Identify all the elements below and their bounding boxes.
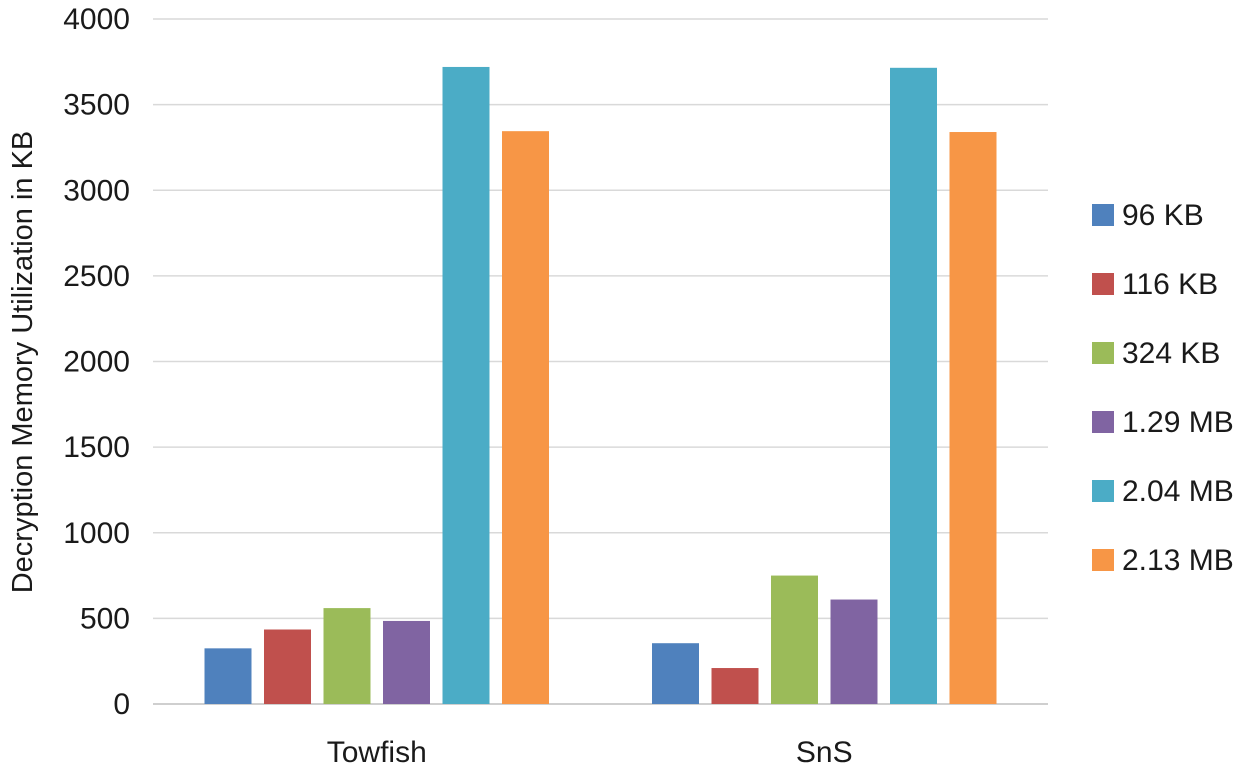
legend-label: 1.29 MB xyxy=(1122,406,1234,439)
y-tick-label: 3000 xyxy=(63,174,130,207)
gridlines xyxy=(153,18,1048,705)
y-tick-label: 3500 xyxy=(63,89,130,122)
x-category-labels: Towfish SnS xyxy=(327,736,853,769)
bar-towfish-2 xyxy=(323,608,371,704)
bar-sns-4 xyxy=(890,67,937,704)
legend-swatch xyxy=(1092,411,1114,433)
bar-sns-1 xyxy=(711,668,759,704)
legend-label: 116 KB xyxy=(1122,268,1218,301)
y-axis-title: Decryption Memory Utilization in KB xyxy=(7,131,39,594)
legend-label: 324 KB xyxy=(1122,337,1220,370)
y-tick-label: 0 xyxy=(113,688,130,721)
bar-towfish-4 xyxy=(442,66,490,704)
bar-sns-0 xyxy=(652,643,699,704)
legend-swatch xyxy=(1092,342,1114,364)
legend-label: 2.04 MB xyxy=(1122,475,1234,508)
bar-towfish-3 xyxy=(383,620,430,704)
bar-towfish-5 xyxy=(502,131,549,704)
legend-swatch xyxy=(1092,273,1114,295)
bars xyxy=(204,66,997,704)
x-category-label: Towfish xyxy=(327,736,427,769)
y-tick-label: 1000 xyxy=(63,517,130,550)
legend: 96 KB 116 KB 324 KB 1.29 MB 2.04 MB 2.13 MB xyxy=(1092,199,1234,577)
bar-sns-3 xyxy=(830,599,878,704)
bar-towfish-1 xyxy=(264,629,311,704)
y-tick-label: 500 xyxy=(80,602,130,635)
y-tick-label: 2500 xyxy=(63,260,130,293)
bar-towfish-0 xyxy=(204,648,252,704)
legend-swatch xyxy=(1092,204,1114,226)
bar-sns-5 xyxy=(949,132,997,704)
legend-swatch xyxy=(1092,480,1114,502)
y-tick-label: 1500 xyxy=(63,431,130,464)
y-tick-label: 4000 xyxy=(63,3,130,36)
legend-label: 2.13 MB xyxy=(1122,544,1234,577)
legend-label: 96 KB xyxy=(1122,199,1204,232)
y-tick-label: 2000 xyxy=(63,346,130,379)
y-tick-labels: 0 500 1000 1500 2000 2500 3000 3500 4000 xyxy=(63,3,130,721)
x-category-label: SnS xyxy=(796,736,853,769)
bar-sns-2 xyxy=(771,575,818,704)
legend-swatch xyxy=(1092,549,1114,571)
